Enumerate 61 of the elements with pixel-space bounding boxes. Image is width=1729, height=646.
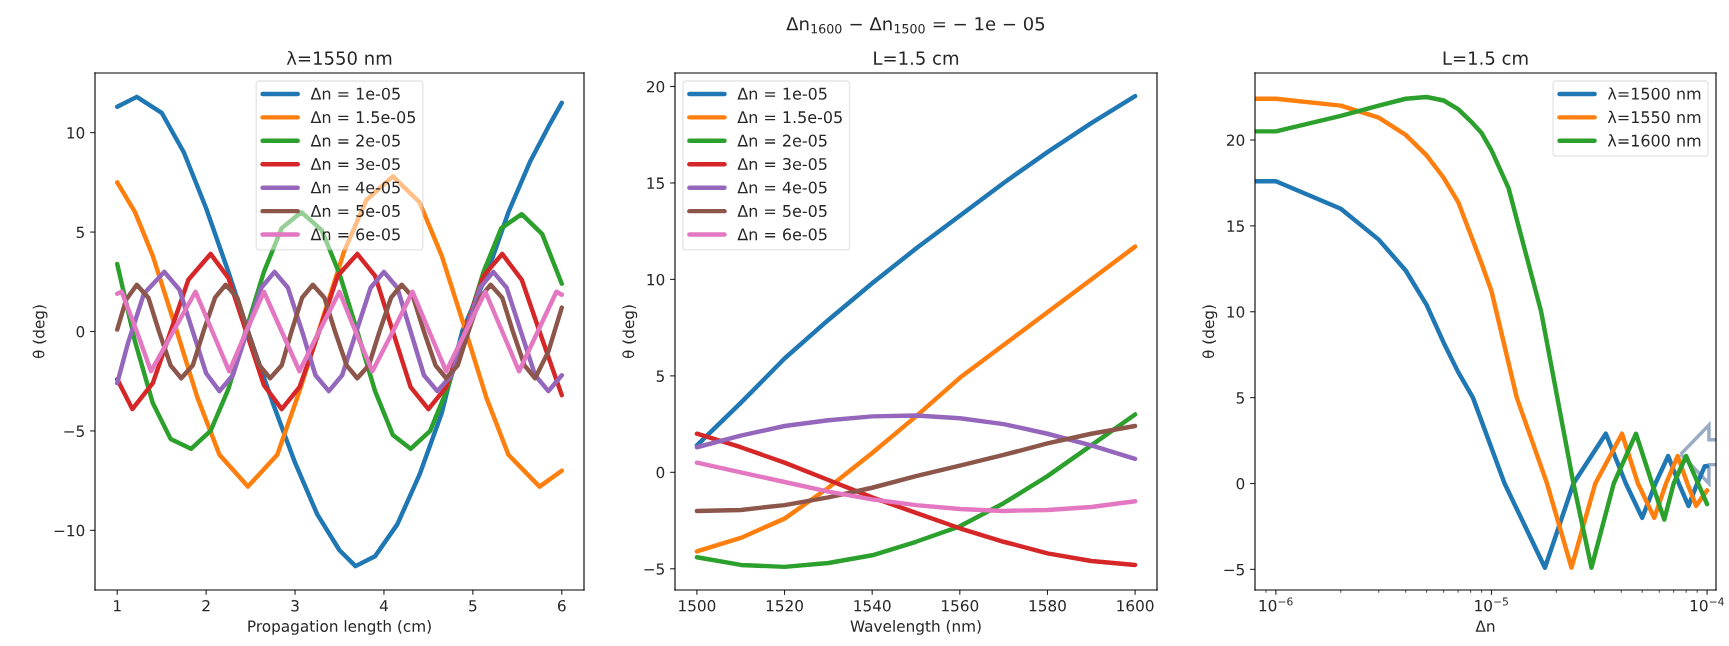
x-tick-label: 5 <box>469 600 477 612</box>
line-series <box>694 460 1138 514</box>
x-tick-label: 10$^{−6}$ <box>1259 597 1293 612</box>
y-tick-label: −5 <box>644 563 664 575</box>
x-tick-label: 2 <box>202 599 210 612</box>
y-tick-label: 20 <box>1226 134 1245 147</box>
line-series <box>694 423 1138 514</box>
chart-title: λ=1550 nm <box>286 50 392 65</box>
x-tick-label: 1540 <box>854 599 891 612</box>
y-tick-label: 10 <box>647 273 665 286</box>
chart-title: L=1.5 cm <box>1443 51 1528 65</box>
line-series <box>694 244 1138 554</box>
legend-label: Δn = 3e-05 <box>737 157 827 171</box>
x-tick-label: 3 <box>291 599 299 612</box>
legend-label: λ=1500 nm <box>1607 87 1701 100</box>
y-tick-label: 0 <box>656 466 665 479</box>
legend-label: λ=1600 nm <box>1607 134 1701 147</box>
y-tick-label: −10 <box>54 524 85 537</box>
x-tick-label: 1560 <box>942 599 979 612</box>
legend-label: Δn = 2e-05 <box>310 134 400 147</box>
x-axis-title: Propagation length (cm) <box>248 620 431 635</box>
x-tick-label: 10$^{−4}$ <box>1690 597 1724 612</box>
chart-subtitle: L=1.5 cm <box>874 51 959 65</box>
legend-label: Δn = 1.5e-05 <box>310 111 416 124</box>
y-tick-label: 10 <box>67 127 85 139</box>
y-tick-label: 15 <box>647 177 664 189</box>
line-series <box>694 413 1138 462</box>
x-tick-label: 10$^{−5}$ <box>1475 597 1508 612</box>
y-tick-label: −5 <box>64 425 84 437</box>
chart-title: Δn$_{1600}$ − Δn$_{1500}$ = − 1e − 05 <box>786 16 1045 34</box>
x-tick-label: 1600 <box>1117 599 1154 612</box>
y-tick-label: 5 <box>76 226 84 239</box>
x-tick-label: 4 <box>379 600 388 612</box>
legend-label: Δn = 1e-05 <box>737 87 827 100</box>
x-tick-label: 1500 <box>679 599 716 612</box>
y-tick-label: 0 <box>76 325 85 338</box>
y-axis-title: θ (deg) <box>622 305 638 359</box>
legend-label: Δn = 5e-05 <box>737 204 827 217</box>
legend-label: λ=1550 nm <box>1607 110 1701 124</box>
legend-label: Δn = 1e-05 <box>310 87 400 100</box>
legend-label: Δn = 1.5e-05 <box>737 111 842 124</box>
x-tick-label: 1580 <box>1029 599 1066 612</box>
y-tick-label: 5 <box>1236 392 1244 404</box>
x-tick-label: 6 <box>557 599 566 612</box>
y-tick-label: 20 <box>646 80 665 93</box>
legend-label: Δn = 3e-05 <box>310 157 400 171</box>
x-tick-label: 1520 <box>766 599 803 612</box>
legend-label: Δn = 6e-05 <box>737 228 827 241</box>
y-tick-label: 0 <box>1236 477 1245 490</box>
x-axis-title: Wavelength (nm) <box>850 620 981 635</box>
x-tick-label: 1 <box>114 600 121 612</box>
y-axis-title: θ (deg) <box>1202 305 1218 359</box>
legend-label: Δn = 4e-05 <box>737 181 827 194</box>
legend-label: Δn = 6e-05 <box>310 228 400 241</box>
x-axis-title: Δn <box>1475 620 1495 632</box>
y-tick-label: 15 <box>1227 220 1244 232</box>
y-tick-label: 5 <box>656 370 664 382</box>
y-tick-label: 10 <box>1227 306 1245 318</box>
y-axis-title: θ (deg) <box>32 305 48 359</box>
y-tick-label: −5 <box>1224 564 1244 576</box>
legend-label: Δn = 2e-05 <box>737 134 827 147</box>
